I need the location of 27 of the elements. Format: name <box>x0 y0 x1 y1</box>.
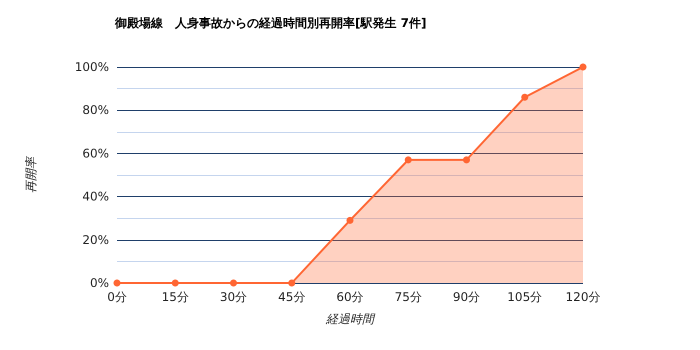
y-tick-label: 60% <box>82 146 109 160</box>
x-tick-label: 45分 <box>278 290 306 304</box>
y-tick-label: 0% <box>90 276 109 290</box>
y-tick-label: 100% <box>74 60 109 74</box>
y-tick-label: 20% <box>82 232 109 247</box>
x-tick-label: 30分 <box>220 290 248 304</box>
point <box>346 216 354 224</box>
x-tick-label: 75分 <box>394 290 422 304</box>
point <box>230 280 237 286</box>
x-tick-label: 105分 <box>507 290 542 304</box>
point <box>288 280 296 286</box>
x-tick-label: 90分 <box>452 290 480 304</box>
x-tick-label: 120分 <box>566 290 600 304</box>
x-tick-label: 0分 <box>107 290 127 304</box>
y-tick-label: 80% <box>82 103 109 118</box>
point <box>463 156 470 164</box>
point <box>114 280 120 286</box>
y-axis-title: 再開率 <box>24 155 38 193</box>
point <box>404 156 412 164</box>
x-tick-label: 60分 <box>336 290 364 304</box>
point <box>521 94 528 101</box>
point <box>172 280 179 286</box>
y-tick-label: 40% <box>82 190 109 204</box>
x-tick-label: 15分 <box>162 290 189 304</box>
point <box>580 64 586 70</box>
x-axis-title: 経過時間 <box>325 312 376 326</box>
chart-title: 御殿場線 人身事故からの経過時間別再開率[駅発生 7件] <box>114 16 426 30</box>
